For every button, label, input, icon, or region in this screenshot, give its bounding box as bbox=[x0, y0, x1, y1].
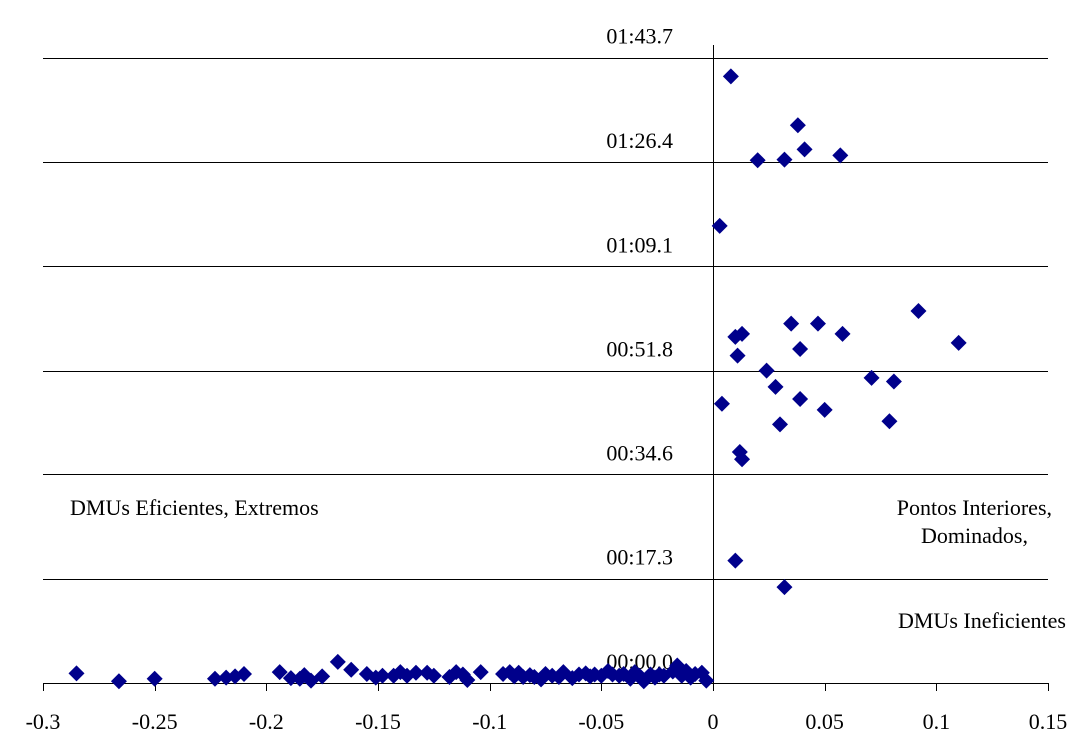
data-point-21 bbox=[407, 664, 424, 681]
data-point-69 bbox=[796, 141, 813, 158]
data-point-3 bbox=[206, 670, 223, 687]
data-point-87 bbox=[792, 390, 809, 407]
data-point-12 bbox=[314, 668, 331, 685]
data-point-7 bbox=[271, 664, 288, 681]
data-point-74 bbox=[910, 302, 927, 319]
y-tick-labels: 00:00.000:17.300:34.600:51.801:09.101:26… bbox=[606, 24, 673, 674]
y-tick-label-1: 00:17.3 bbox=[606, 545, 673, 570]
y-tick-label-5: 01:26.4 bbox=[606, 128, 673, 153]
data-point-81 bbox=[792, 340, 809, 357]
data-points bbox=[68, 68, 967, 690]
y-tick-label-2: 00:34.6 bbox=[606, 440, 673, 465]
data-point-28 bbox=[472, 664, 489, 681]
data-point-27 bbox=[459, 671, 476, 688]
grid-layer bbox=[43, 58, 1048, 580]
x-tick-label-1: -0.25 bbox=[132, 709, 178, 734]
x-tick-label-8: 0.1 bbox=[923, 709, 951, 734]
annotation-interior-points-line2: Dominados, bbox=[921, 523, 1028, 548]
data-point-76 bbox=[783, 315, 800, 332]
data-point-94 bbox=[727, 552, 744, 569]
annotation-inefficient-dmus: DMUs Ineficientes bbox=[898, 608, 1066, 633]
data-point-72 bbox=[749, 152, 766, 169]
data-point-83 bbox=[758, 362, 775, 379]
data-point-82 bbox=[729, 347, 746, 364]
data-point-67 bbox=[722, 68, 739, 85]
annotation-interior-points-line1: Pontos Interiores, bbox=[897, 495, 1052, 520]
axis-layer bbox=[43, 45, 1049, 691]
x-tick-label-0: -0.3 bbox=[26, 709, 61, 734]
data-point-89 bbox=[816, 401, 833, 418]
x-tick-label-5: -0.05 bbox=[578, 709, 624, 734]
annotation-efficient-dmus: DMUs Eficientes, Extremos bbox=[70, 495, 319, 520]
x-tick-label-7: 0.05 bbox=[805, 709, 844, 734]
data-point-68 bbox=[789, 117, 806, 134]
data-point-70 bbox=[832, 147, 849, 164]
y-tick-label-3: 00:51.8 bbox=[606, 337, 673, 362]
data-point-78 bbox=[834, 325, 851, 342]
data-point-95 bbox=[776, 579, 793, 596]
data-point-6 bbox=[236, 665, 252, 682]
y-tick-label-4: 01:09.1 bbox=[606, 232, 673, 257]
data-point-80 bbox=[727, 328, 744, 345]
data-point-88 bbox=[713, 395, 730, 412]
data-point-14 bbox=[343, 661, 360, 678]
x-tick-labels: -0.3 -0.25 -0.2 -0.15 -0.1 -0.05 0 0.05 0.1 0.15 bbox=[26, 709, 1068, 734]
data-point-0 bbox=[68, 665, 85, 682]
data-point-2 bbox=[146, 670, 163, 687]
data-point-93 bbox=[734, 451, 751, 468]
x-tick-label-4: -0.1 bbox=[472, 709, 507, 734]
data-point-86 bbox=[767, 378, 784, 395]
data-point-91 bbox=[772, 416, 788, 433]
x-tick-label-2: -0.2 bbox=[249, 709, 284, 734]
data-point-85 bbox=[885, 373, 902, 390]
data-point-71 bbox=[776, 151, 793, 168]
data-point-73 bbox=[711, 217, 728, 234]
data-point-13 bbox=[329, 653, 346, 670]
data-point-84 bbox=[863, 369, 880, 386]
x-tick-label-9: 0.15 bbox=[1029, 709, 1068, 734]
y-tick-label-6: 01:43.7 bbox=[606, 24, 673, 49]
data-point-23 bbox=[425, 667, 442, 684]
annotations: DMUs Eficientes, Extremos Pontos Interio… bbox=[70, 495, 1066, 633]
data-point-1 bbox=[110, 673, 127, 690]
data-point-8 bbox=[282, 670, 299, 687]
data-point-66 bbox=[698, 672, 715, 689]
data-point-90 bbox=[881, 413, 898, 430]
x-tick-label-3: -0.15 bbox=[355, 709, 401, 734]
data-point-77 bbox=[809, 315, 826, 332]
data-point-17 bbox=[374, 667, 391, 684]
data-point-75 bbox=[950, 334, 967, 351]
x-tick-label-6: 0 bbox=[708, 709, 719, 734]
